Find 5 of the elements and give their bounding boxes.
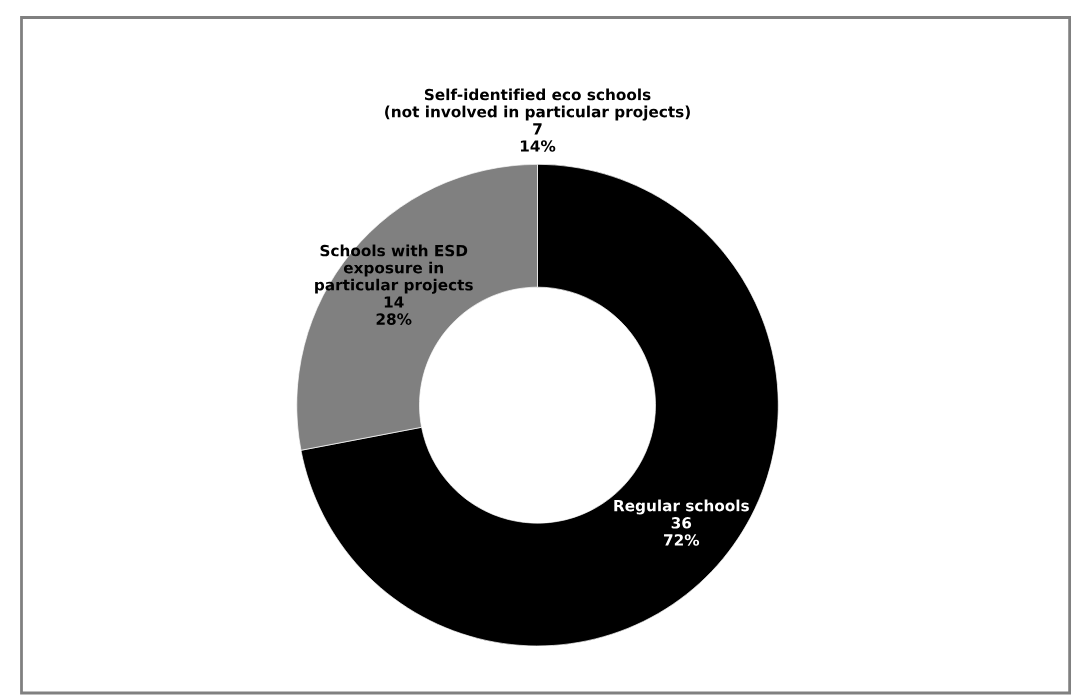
data-label: 14 28%	[376, 296, 412, 325]
data-label: 36 72%	[664, 517, 700, 546]
text: Self-identified eco schools (not involved in particular projects) 7 14%	[385, 88, 690, 152]
donut-slice	[300, 164, 779, 647]
slice-label: Regular schools	[614, 499, 749, 515]
